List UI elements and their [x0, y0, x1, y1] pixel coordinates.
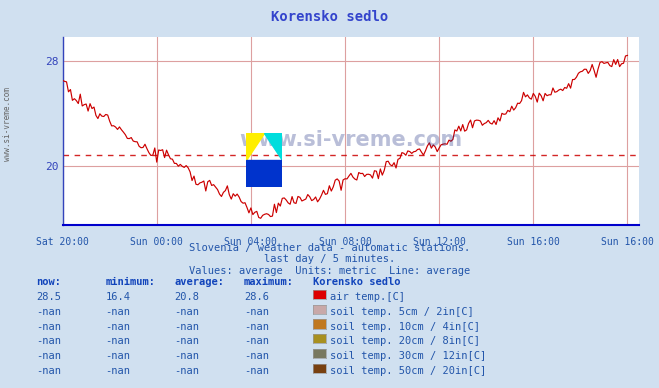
- Text: 20.8: 20.8: [175, 292, 200, 302]
- Text: -nan: -nan: [244, 366, 269, 376]
- Text: soil temp. 50cm / 20in[C]: soil temp. 50cm / 20in[C]: [330, 366, 486, 376]
- Polygon shape: [246, 133, 264, 160]
- Text: Sun 04:00: Sun 04:00: [225, 237, 277, 247]
- Text: -nan: -nan: [105, 351, 130, 361]
- Text: Sun 12:00: Sun 12:00: [413, 237, 466, 247]
- Text: last day / 5 minutes.: last day / 5 minutes.: [264, 254, 395, 264]
- Text: Sun 00:00: Sun 00:00: [130, 237, 183, 247]
- Text: minimum:: minimum:: [105, 277, 156, 288]
- Text: maximum:: maximum:: [244, 277, 294, 288]
- Text: -nan: -nan: [175, 307, 200, 317]
- Text: -nan: -nan: [244, 322, 269, 332]
- Text: -nan: -nan: [175, 322, 200, 332]
- Text: -nan: -nan: [105, 307, 130, 317]
- Text: Slovenia / weather data - automatic stations.: Slovenia / weather data - automatic stat…: [189, 242, 470, 253]
- Text: -nan: -nan: [244, 336, 269, 346]
- Text: Korensko sedlo: Korensko sedlo: [313, 277, 401, 288]
- Text: average:: average:: [175, 277, 225, 288]
- Text: now:: now:: [36, 277, 61, 288]
- Text: Korensko sedlo: Korensko sedlo: [271, 10, 388, 24]
- Text: -nan: -nan: [36, 322, 61, 332]
- Text: -nan: -nan: [36, 351, 61, 361]
- Text: -nan: -nan: [105, 322, 130, 332]
- Text: www.si-vreme.com: www.si-vreme.com: [239, 130, 463, 151]
- Text: www.si-vreme.com: www.si-vreme.com: [3, 87, 13, 161]
- Text: Sat 20:00: Sat 20:00: [36, 237, 89, 247]
- Text: -nan: -nan: [105, 366, 130, 376]
- Polygon shape: [264, 133, 283, 160]
- Text: -nan: -nan: [36, 366, 61, 376]
- Text: air temp.[C]: air temp.[C]: [330, 292, 405, 302]
- Text: -nan: -nan: [244, 307, 269, 317]
- Text: soil temp. 10cm / 4in[C]: soil temp. 10cm / 4in[C]: [330, 322, 480, 332]
- Text: soil temp. 30cm / 12in[C]: soil temp. 30cm / 12in[C]: [330, 351, 486, 361]
- Text: 28.5: 28.5: [36, 292, 61, 302]
- Text: 16.4: 16.4: [105, 292, 130, 302]
- Text: Sun 08:00: Sun 08:00: [318, 237, 372, 247]
- Polygon shape: [246, 160, 283, 187]
- Text: Sun 16:00: Sun 16:00: [601, 237, 654, 247]
- Text: -nan: -nan: [105, 336, 130, 346]
- Text: 28.6: 28.6: [244, 292, 269, 302]
- Text: soil temp. 5cm / 2in[C]: soil temp. 5cm / 2in[C]: [330, 307, 473, 317]
- Text: -nan: -nan: [36, 336, 61, 346]
- Text: Values: average  Units: metric  Line: average: Values: average Units: metric Line: aver…: [189, 266, 470, 276]
- Text: -nan: -nan: [36, 307, 61, 317]
- Text: -nan: -nan: [175, 351, 200, 361]
- Text: soil temp. 20cm / 8in[C]: soil temp. 20cm / 8in[C]: [330, 336, 480, 346]
- Text: Sun 16:00: Sun 16:00: [507, 237, 559, 247]
- Text: -nan: -nan: [175, 366, 200, 376]
- Text: -nan: -nan: [175, 336, 200, 346]
- Text: -nan: -nan: [244, 351, 269, 361]
